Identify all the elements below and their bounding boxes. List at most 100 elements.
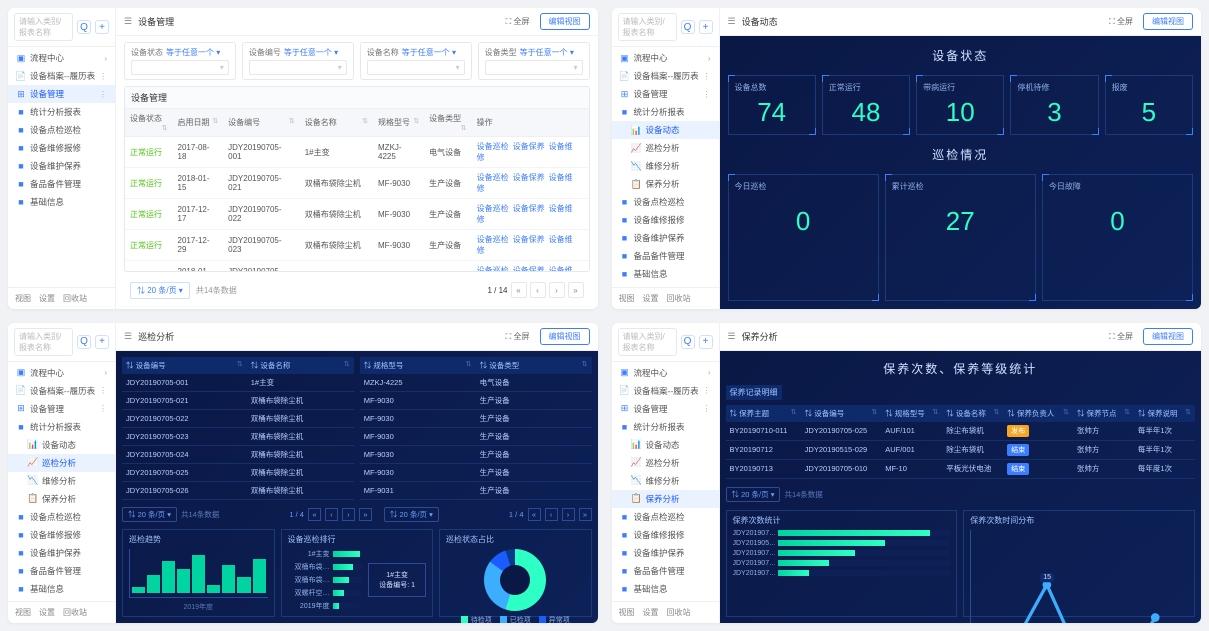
foot-recycle[interactable]: 回收站 [63,293,87,304]
sidebar-item[interactable]: ■设备维修报修 [612,211,719,229]
table-row[interactable]: MF-9030生产设备 [360,427,592,445]
sidebar-subitem[interactable]: 📋保养分析 [612,175,719,193]
sidebar-item[interactable]: 📄设备档案--履历表⋮ [8,67,115,85]
sidebar-subitem[interactable]: 📈巡检分析 [612,454,719,472]
search-input[interactable]: 请输入类别/报表名称 [14,13,73,41]
fullscreen-button[interactable]: ⛶ 全屏 [1105,14,1137,29]
table-row[interactable]: JDY20190705-023双桶布袋除尘机 [122,427,354,445]
page-size-select[interactable]: ⇅ 20 条/页 ▾ [130,282,190,299]
sidebar-item[interactable]: ■统计分析报表 [612,418,719,436]
sidebar-item[interactable]: ■统计分析报表 [8,103,115,121]
foot-settings[interactable]: 设置 [39,293,55,304]
search-input[interactable]: 请输入类别/报表名称 [618,13,677,41]
search-input[interactable]: 请输入类别/报表名称 [14,328,73,356]
sidebar-subitem[interactable]: 📉维修分析 [612,472,719,490]
table-row[interactable]: MF-9030生产设备 [360,409,592,427]
table-row[interactable]: JDY20190705-0011#主变 [122,374,354,392]
edit-view-button[interactable]: 编辑视图 [1143,13,1193,30]
page-size-select[interactable]: ⇅ 20 条/页 ▾ [726,487,781,502]
sidebar-item[interactable]: ■设备点检巡检 [8,121,115,139]
sidebar-item[interactable]: ■基础信息 [612,580,719,598]
sidebar-item[interactable]: ■基础信息 [8,193,115,211]
sidebar-item[interactable]: ▣流程中心› [612,364,719,382]
menu-icon[interactable]: ☰ [124,331,132,342]
sidebar-item[interactable]: ■统计分析报表 [8,418,115,436]
menu-icon[interactable]: ☰ [728,16,736,27]
sidebar-item[interactable]: ■基础信息 [612,265,719,283]
sidebar-subitem[interactable]: 📋保养分析 [612,490,719,508]
foot-view[interactable]: 视图 [15,607,31,618]
add-icon[interactable]: + [699,335,713,349]
sidebar-subitem[interactable]: 📊设备动态 [612,121,719,139]
sidebar-subitem[interactable]: 📊设备动态 [8,436,115,454]
sidebar-item[interactable]: ■设备维修报修 [8,526,115,544]
page-next[interactable]: › [549,282,565,298]
sidebar-subitem[interactable]: 📋保养分析 [8,490,115,508]
sidebar-item[interactable]: ▣流程中心› [8,49,115,67]
foot-recycle[interactable]: 回收站 [667,293,691,304]
table-row[interactable]: JDY20190705-024双桶布袋除尘机 [122,445,354,463]
search-icon[interactable]: Q [681,335,695,349]
menu-icon[interactable]: ☰ [728,331,736,342]
table-row[interactable]: 正常运行2017-12-17JDY20190705-022双桶布袋除尘机MF-9… [125,199,589,230]
table-row[interactable]: JDY20190705-026双桶布袋除尘机 [122,481,354,499]
filter-input[interactable]: ▾ [367,60,465,75]
table-row[interactable]: MF-9030生产设备 [360,463,592,481]
table-row[interactable]: BY20190713JDY20190705-010MF-10平板光伏电池结束张帅… [726,459,1196,478]
filter-input[interactable]: ▾ [485,60,583,75]
edit-view-button[interactable]: 编辑视图 [1143,328,1193,345]
sidebar-item[interactable]: ■设备点检巡检 [612,193,719,211]
fullscreen-button[interactable]: ⛶ 全屏 [502,329,534,344]
sidebar-item[interactable]: ■备品备件管理 [612,562,719,580]
sidebar-item[interactable]: ■设备维护保养 [8,544,115,562]
sidebar-item[interactable]: 📄设备档案--履历表⋮ [8,382,115,400]
sidebar-item[interactable]: ■统计分析报表 [612,103,719,121]
sidebar-item[interactable]: ▣流程中心› [612,49,719,67]
table-row[interactable]: MZKJ-4225电气设备 [360,374,592,392]
sidebar-subitem[interactable]: 📈巡检分析 [612,139,719,157]
table-row[interactable]: MF-9030生产设备 [360,445,592,463]
sidebar-item[interactable]: ■设备点检巡检 [612,508,719,526]
table-row[interactable]: JDY20190705-021双桶布袋除尘机 [122,391,354,409]
foot-settings[interactable]: 设置 [643,607,659,618]
filter-input[interactable]: ▾ [131,60,229,75]
sidebar-item[interactable]: ■基础信息 [8,580,115,598]
sidebar-subitem[interactable]: 📉维修分析 [8,472,115,490]
sidebar-item[interactable]: ■设备维修报修 [8,139,115,157]
sidebar-item[interactable]: ■设备维护保养 [8,157,115,175]
sidebar-item[interactable]: ■设备维护保养 [612,544,719,562]
sidebar-subitem[interactable]: 📊设备动态 [612,436,719,454]
sidebar-item[interactable]: ■设备维修报修 [612,526,719,544]
table-row[interactable]: 正常运行2018-01-15JDY20190705-021双桶布袋除尘机MF-9… [125,168,589,199]
edit-view-button[interactable]: 编辑视图 [540,13,590,30]
foot-recycle[interactable]: 回收站 [63,607,87,618]
sidebar-item[interactable]: ⊞设备管理⋮ [612,85,719,103]
search-input[interactable]: 请输入类别/报表名称 [618,328,677,356]
foot-view[interactable]: 视图 [15,293,31,304]
page-prev[interactable]: ‹ [530,282,546,298]
foot-view[interactable]: 视图 [619,607,635,618]
foot-settings[interactable]: 设置 [39,607,55,618]
table-row[interactable]: 正常运行2017-08-18JDY20190705-0011#主变MZKJ-42… [125,137,589,168]
sidebar-item[interactable]: ■备品备件管理 [612,247,719,265]
add-icon[interactable]: + [95,335,109,349]
sidebar-item[interactable]: ⊞设备管理⋮ [8,85,115,103]
page-last[interactable]: » [568,282,584,298]
page-size-select[interactable]: ⇅ 20 条/页 ▾ [122,507,177,522]
add-icon[interactable]: + [699,20,713,34]
sidebar-item[interactable]: ⊞设备管理⋮ [8,400,115,418]
table-row[interactable]: BY20190710-011JDY20190705-025AUF/101除尘布袋… [726,422,1196,441]
table-row[interactable]: 正常运行2017-12-29JDY20190705-023双桶布袋除尘机MF-9… [125,230,589,261]
edit-view-button[interactable]: 编辑视图 [540,328,590,345]
foot-recycle[interactable]: 回收站 [667,607,691,618]
add-icon[interactable]: + [95,20,109,34]
search-icon[interactable]: Q [77,20,91,34]
table-row[interactable]: MF-9031生产设备 [360,481,592,499]
table-row[interactable]: JDY20190705-025双桶布袋除尘机 [122,463,354,481]
sidebar-item[interactable]: ■备品备件管理 [8,175,115,193]
sidebar-item[interactable]: ■设备维护保养 [612,229,719,247]
sidebar-subitem[interactable]: 📈巡检分析 [8,454,115,472]
fullscreen-button[interactable]: ⛶ 全屏 [1105,329,1137,344]
sidebar-item[interactable]: ■设备点检巡检 [8,508,115,526]
page-first[interactable]: « [511,282,527,298]
